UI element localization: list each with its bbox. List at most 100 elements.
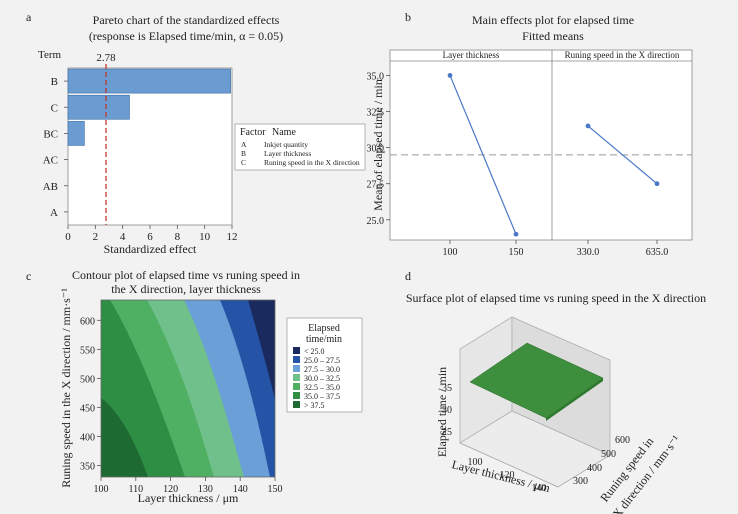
contour-legend-swatch-1 [293, 356, 300, 363]
pareto-plot-area [67, 67, 233, 226]
legend-name-b: Layer thickness [264, 149, 311, 158]
pareto-bar-b [67, 68, 231, 94]
main-effects-ytick-25.0: 25.0 [367, 216, 385, 227]
legend-factor-a: A [241, 140, 247, 149]
contour-xtick-100: 100 [94, 484, 109, 495]
surface-ytick-600: 600 [615, 435, 630, 446]
contour-legend-swatch-2 [293, 365, 300, 372]
surface-xtick-140: 140 [532, 483, 547, 494]
contour-xtick-120: 120 [163, 484, 178, 495]
surface-ztick-35: 35 [442, 383, 452, 394]
contour-legend-swatch-0 [293, 347, 300, 354]
panel-label-a: a [26, 10, 32, 24]
facet-header-running-speed: Runing speed in the X direction [565, 50, 680, 60]
main-effects-subtitle: Fitted means [522, 29, 584, 43]
contour-ytick-600: 600 [80, 316, 95, 327]
main-effects-ytick-32.5: 32.5 [367, 108, 385, 119]
contour-xtick-140: 140 [233, 484, 248, 495]
pareto-xtick-8: 8 [175, 231, 181, 243]
pareto-title: Pareto chart of the standardized effects [93, 13, 280, 27]
surface-ztick-30: 30 [442, 405, 452, 416]
contour-subtitle: the X direction, layer thickness [111, 282, 261, 296]
pareto-category-bc: BC [43, 128, 58, 140]
panel-label-b: b [405, 10, 411, 24]
contour-title: Contour plot of elapsed time vs runing s… [72, 268, 300, 282]
contour-legend-label-6: > 37.5 [304, 401, 325, 410]
main-effects-ytick-30.0: 30.0 [367, 144, 385, 155]
surface-ytick-400: 400 [587, 463, 602, 474]
contour-xtick-110: 110 [128, 484, 143, 495]
main-effects-point-635.0 [654, 181, 660, 187]
surface-zlabel: Elapsed time / min [435, 367, 449, 457]
panel-label-d: d [405, 269, 411, 283]
main-effects-point-100 [447, 73, 453, 78]
contour-ytick-450: 450 [80, 403, 95, 414]
main-effects-xtick-330.0: 330.0 [577, 247, 600, 258]
contour-legend-label-0: < 25.0 [304, 347, 325, 356]
main-effects-xtick-100: 100 [443, 247, 458, 258]
contour-xlabel: Layer thickness / μm [138, 491, 239, 505]
pareto-category-b: B [51, 76, 58, 88]
main-effects-line-running-speed [587, 125, 658, 185]
pareto-reference-label: 2.78 [96, 52, 116, 64]
pareto-term-label: Term [38, 49, 61, 61]
pareto-category-c: C [51, 102, 58, 114]
main-effects-title: Main effects plot for elapsed time [472, 13, 634, 27]
main-effects-xtick-150: 150 [509, 247, 524, 258]
panel-d: d Surface plot of elapsed time vs runing… [405, 269, 706, 514]
pareto-xtick-4: 4 [120, 231, 126, 243]
panel-a: a Pareto chart of the standardized effec… [26, 10, 366, 256]
pareto-legend: Factor Name A Inkjet quantity B Layer th… [234, 123, 366, 171]
contour-ytick-550: 550 [80, 345, 95, 356]
main-effects-ytick-27.5: 27.5 [367, 180, 385, 191]
contour-legend-swatch-5 [293, 392, 300, 399]
pareto-subtitle: (response is Elapsed time/min, α = 0.05) [89, 29, 283, 43]
pareto-xtick-10: 10 [199, 231, 211, 243]
legend-name-c: Runing speed in the X direction [264, 158, 360, 167]
legend-name-a: Inkjet quantity [264, 140, 308, 149]
contour-fill [101, 300, 275, 477]
pareto-xtick-0: 0 [65, 231, 71, 243]
legend-factor-c: C [241, 158, 246, 167]
surface-ytick-500: 500 [601, 449, 616, 460]
legend-header-name: Name [272, 127, 296, 138]
surface-ytick-300: 300 [573, 476, 588, 487]
contour-legend-swatch-3 [293, 374, 300, 381]
contour-legend-label-4: 32.5 – 35.0 [304, 383, 340, 392]
pareto-xtick-12: 12 [227, 231, 238, 243]
main-effects-xtick-635.0: 635.0 [646, 247, 669, 258]
pareto-bar-bc [67, 121, 85, 146]
contour-ytick-500: 500 [80, 374, 95, 385]
main-effects-ylabel: Mean of elapsed time / min [371, 79, 385, 211]
contour-xtick-130: 130 [198, 484, 213, 495]
contour-legend: Elapsed time/min < 25.025.0 – 27.527.5 –… [286, 317, 363, 413]
contour-legend-swatch-6 [293, 401, 300, 408]
contour-legend-title-1: Elapsed [308, 323, 340, 334]
facet-header-layer-thickness: Layer thickness [443, 50, 500, 60]
contour-legend-label-3: 30.0 – 32.5 [304, 374, 340, 383]
surface-ztick-25: 25 [442, 427, 452, 438]
contour-ylabel: Runing speed in the X direction / mm·s⁻¹ [59, 288, 73, 488]
main-effects-line-layer-thickness [449, 75, 517, 235]
main-effects-point-330.0 [585, 123, 591, 129]
legend-factor-b: B [241, 149, 246, 158]
contour-legend-title-2: time/min [306, 334, 342, 345]
contour-legend-label-2: 27.5 – 30.0 [304, 365, 340, 374]
pareto-category-ac: AC [43, 155, 58, 167]
main-effects-point-150 [513, 231, 519, 237]
main-effects-ytick-35.0: 35.0 [367, 71, 385, 82]
pareto-category-a: A [50, 207, 58, 219]
panel-c: c Contour plot of elapsed time vs runing… [26, 268, 363, 505]
contour-plot-area [100, 299, 276, 478]
main-effects-plot-area [389, 49, 693, 241]
panel-label-c: c [26, 269, 31, 283]
surface-title: Surface plot of elapsed time vs runing s… [406, 291, 706, 305]
contour-legend-label-5: 35.0 – 37.5 [304, 392, 340, 401]
contour-ytick-400: 400 [80, 432, 95, 443]
pareto-bar-c [67, 94, 130, 120]
contour-xtick-150: 150 [268, 484, 283, 495]
surface-xtick-100: 100 [468, 457, 483, 468]
surface-xtick-120: 120 [500, 470, 515, 481]
pareto-xtick-2: 2 [93, 231, 99, 243]
